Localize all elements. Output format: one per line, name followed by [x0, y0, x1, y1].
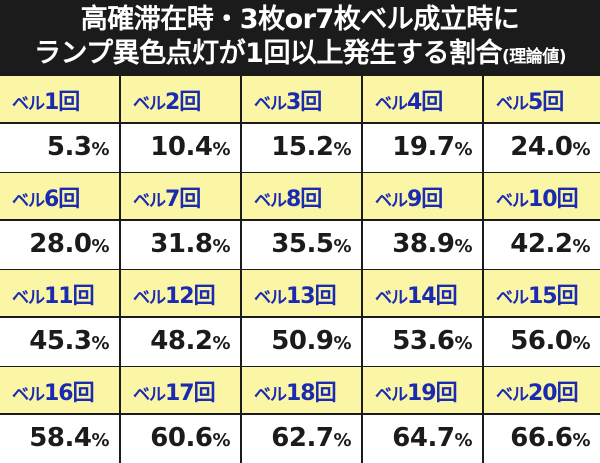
- value-text: 42.2%: [510, 229, 590, 259]
- page-title: 高確滞在時・3枚or7枚ベル成立時に ランプ異色点灯が1回以上発生する割合(理論…: [0, 0, 600, 76]
- value-text: 38.9%: [392, 229, 472, 259]
- value-text: 10.4%: [150, 132, 230, 162]
- value-cell: 19.7%: [363, 124, 482, 172]
- label-text: ベル3回: [254, 90, 322, 115]
- value-cell: 28.0%: [0, 221, 119, 269]
- value-text: 45.3%: [29, 326, 109, 356]
- label-text: ベル11回: [12, 284, 95, 309]
- value-cell: 66.6%: [484, 415, 600, 463]
- value-text: 31.8%: [150, 229, 230, 259]
- value-text: 19.7%: [392, 132, 472, 162]
- value-text: 50.9%: [271, 326, 351, 356]
- value-cell: 64.7%: [363, 415, 482, 463]
- value-text: 35.5%: [271, 229, 351, 259]
- label-text: ベル18回: [254, 381, 337, 406]
- label-cell: ベル15回: [484, 270, 600, 316]
- label-text: ベル10回: [496, 187, 579, 212]
- label-text: ベル5回: [496, 90, 564, 115]
- value-text: 58.4%: [29, 423, 109, 453]
- label-text: ベル6回: [12, 187, 80, 212]
- value-text: 64.7%: [392, 423, 472, 453]
- value-cell: 60.6%: [121, 415, 240, 463]
- value-cell: 53.6%: [363, 318, 482, 366]
- value-cell: 5.3%: [0, 124, 119, 172]
- label-cell: ベル2回: [121, 76, 240, 122]
- value-text: 24.0%: [510, 132, 590, 162]
- label-text: ベル17回: [133, 381, 216, 406]
- value-cell: 56.0%: [484, 318, 600, 366]
- label-text: ベル12回: [133, 284, 216, 309]
- label-cell: ベル6回: [0, 173, 119, 219]
- value-text: 48.2%: [150, 326, 230, 356]
- label-cell: ベル19回: [363, 367, 482, 413]
- label-text: ベル19回: [375, 381, 458, 406]
- value-text: 60.6%: [150, 423, 230, 453]
- value-cell: 10.4%: [121, 124, 240, 172]
- label-cell: ベル17回: [121, 367, 240, 413]
- value-cell: 15.2%: [242, 124, 361, 172]
- value-cell: 24.0%: [484, 124, 600, 172]
- value-cell: 48.2%: [121, 318, 240, 366]
- label-text: ベル20回: [496, 381, 579, 406]
- probability-table: ベル1回 ベル2回 ベル3回 ベル4回 ベル5回 5.3% 10.4% 15.2% 19.7% 2…: [0, 76, 600, 463]
- value-text: 15.2%: [271, 132, 351, 162]
- value-text: 53.6%: [392, 326, 472, 356]
- value-cell: 58.4%: [0, 415, 119, 463]
- label-text: ベル15回: [496, 284, 579, 309]
- title-line-2-text: ランプ異色点灯が1回以上発生する割合: [33, 38, 502, 69]
- label-cell: ベル13回: [242, 270, 361, 316]
- label-cell: ベル5回: [484, 76, 600, 122]
- label-cell: ベル11回: [0, 270, 119, 316]
- value-cell: 45.3%: [0, 318, 119, 366]
- label-text: ベル16回: [12, 381, 95, 406]
- label-cell: ベル20回: [484, 367, 600, 413]
- label-text: ベル2回: [133, 90, 201, 115]
- value-cell: 38.9%: [363, 221, 482, 269]
- label-cell: ベル8回: [242, 173, 361, 219]
- value-cell: 42.2%: [484, 221, 600, 269]
- label-cell: ベル7回: [121, 173, 240, 219]
- label-text: ベル4回: [375, 90, 443, 115]
- value-text: 62.7%: [271, 423, 351, 453]
- label-text: ベル14回: [375, 284, 458, 309]
- label-cell: ベル14回: [363, 270, 482, 316]
- value-text: 5.3%: [46, 132, 110, 162]
- label-text: ベル7回: [133, 187, 201, 212]
- title-line-1: 高確滞在時・3枚or7枚ベル成立時に: [80, 4, 520, 35]
- value-text: 28.0%: [29, 229, 109, 259]
- value-cell: 50.9%: [242, 318, 361, 366]
- label-cell: ベル12回: [121, 270, 240, 316]
- label-cell: ベル10回: [484, 173, 600, 219]
- value-cell: 31.8%: [121, 221, 240, 269]
- label-text: ベル8回: [254, 187, 322, 212]
- value-text: 56.0%: [510, 326, 590, 356]
- value-cell: 35.5%: [242, 221, 361, 269]
- label-cell: ベル16回: [0, 367, 119, 413]
- label-cell: ベル18回: [242, 367, 361, 413]
- label-text: ベル1回: [12, 90, 80, 115]
- value-cell: 62.7%: [242, 415, 361, 463]
- label-text: ベル9回: [375, 187, 443, 212]
- label-cell: ベル3回: [242, 76, 361, 122]
- label-cell: ベル1回: [0, 76, 119, 122]
- title-line-2: ランプ異色点灯が1回以上発生する割合(理論値): [0, 38, 600, 73]
- label-cell: ベル4回: [363, 76, 482, 122]
- value-text: 66.6%: [510, 423, 590, 453]
- label-cell: ベル9回: [363, 173, 482, 219]
- label-text: ベル13回: [254, 284, 337, 309]
- title-note: (理論値): [501, 47, 567, 67]
